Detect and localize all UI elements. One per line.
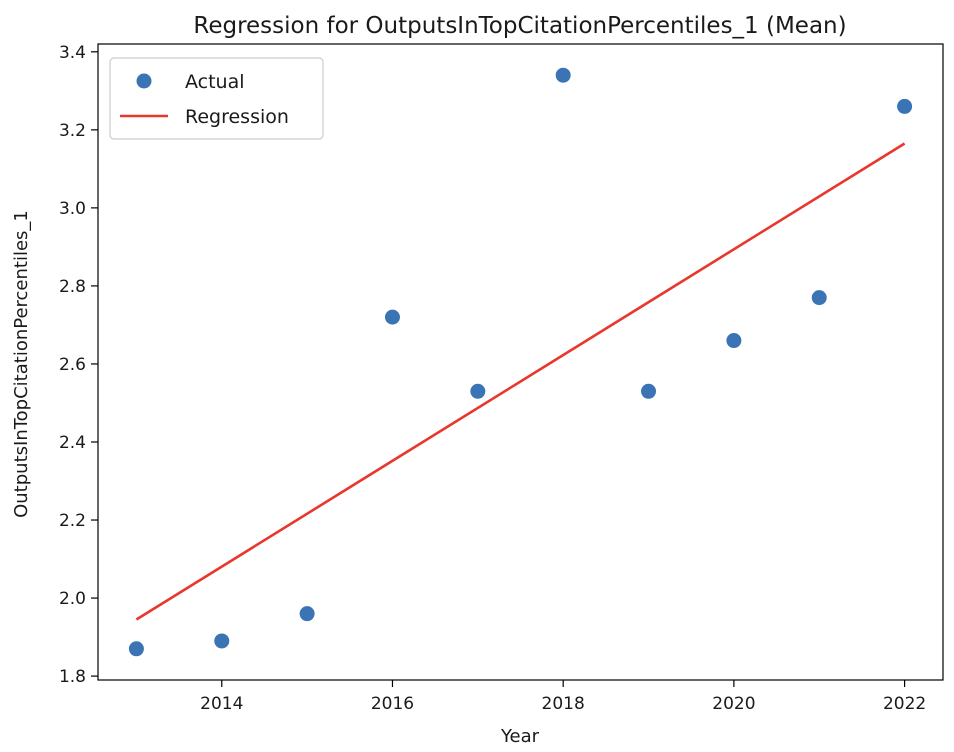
y-tick-label: 2.0 bbox=[59, 589, 86, 609]
chart-title: Regression for OutputsInTopCitationPerce… bbox=[193, 13, 846, 39]
y-tick-label: 3.2 bbox=[59, 121, 86, 141]
legend-label: Actual bbox=[185, 71, 245, 93]
legend-marker-swatch bbox=[136, 73, 152, 89]
y-tick-label: 2.2 bbox=[59, 511, 86, 531]
legend-box bbox=[109, 57, 324, 140]
actual-point bbox=[555, 67, 571, 83]
x-tick-label: 2014 bbox=[200, 694, 243, 714]
x-axis-label: Year bbox=[500, 726, 540, 747]
x-tick-label: 2018 bbox=[542, 694, 585, 714]
y-tick-label: 2.4 bbox=[59, 433, 86, 453]
actual-point bbox=[384, 309, 400, 325]
y-tick-label: 3.4 bbox=[59, 43, 86, 63]
actual-point bbox=[299, 606, 315, 622]
actual-point bbox=[641, 383, 657, 399]
regression-line bbox=[135, 142, 906, 621]
plot-frame bbox=[97, 43, 944, 681]
actual-point bbox=[897, 98, 913, 114]
actual-point bbox=[811, 290, 827, 306]
actual-point bbox=[214, 633, 230, 649]
y-tick-label: 2.8 bbox=[59, 277, 86, 297]
plot-area: 2014 2016 2018 2020 2022 1.8 2.0 2.2 2.4 2.6 2.8 3.… bbox=[59, 43, 944, 714]
y-tick-label: 3.0 bbox=[59, 199, 86, 219]
actual-point bbox=[470, 383, 486, 399]
legend-label: Regression bbox=[185, 106, 289, 128]
y-axis-label: OutputsInTopCitationPercentiles_1 bbox=[11, 210, 32, 518]
x-tick-label: 2022 bbox=[883, 694, 926, 714]
y-tick-label: 2.6 bbox=[59, 355, 86, 375]
x-tick-label: 2016 bbox=[371, 694, 414, 714]
actual-point bbox=[726, 333, 742, 349]
x-tick-label: 2020 bbox=[712, 694, 755, 714]
actual-point bbox=[128, 641, 144, 657]
legend: Actual Regression bbox=[109, 57, 324, 140]
y-tick-label: 1.8 bbox=[59, 667, 86, 687]
